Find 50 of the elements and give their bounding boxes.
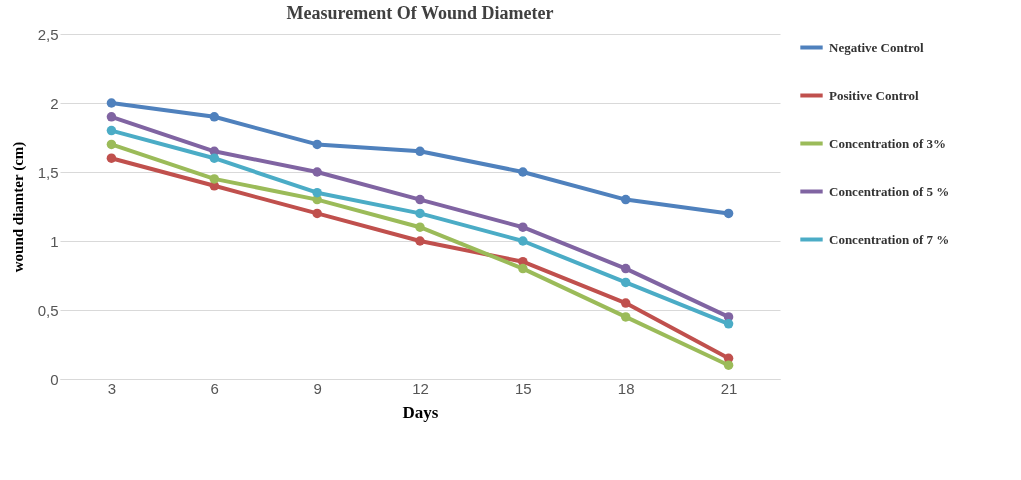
point — [415, 208, 425, 219]
point — [106, 153, 117, 163]
point — [415, 146, 425, 157]
point — [209, 174, 220, 184]
point — [415, 222, 425, 232]
point — [723, 319, 734, 329]
legend-label: Concentration of 5 % — [829, 183, 950, 199]
point — [106, 112, 117, 122]
x-tick-label: 18 — [617, 379, 635, 397]
y-tick-label: 1,5 — [37, 163, 59, 181]
point — [209, 112, 220, 122]
y-tick-label: 2,5 — [37, 25, 59, 43]
point — [518, 236, 528, 246]
point — [415, 236, 425, 246]
point — [518, 263, 528, 274]
x-tick-label: 3 — [107, 379, 117, 397]
y-tick-label: 2 — [50, 94, 59, 112]
point — [620, 263, 631, 274]
point — [620, 298, 631, 308]
y-tick-label: 1 — [50, 232, 59, 250]
legend-label: Concentration of 7 % — [829, 231, 950, 247]
point — [518, 167, 528, 177]
x-tick-label: 9 — [313, 379, 322, 397]
x-axis-title: Days — [402, 402, 439, 422]
point — [209, 153, 220, 163]
chart-title: Measurement Of Wound Diameter — [286, 3, 554, 23]
point — [620, 277, 631, 288]
point — [106, 98, 117, 108]
y-tick-label: 0 — [50, 370, 59, 388]
point — [312, 208, 322, 219]
point — [312, 139, 322, 150]
legend-label: Positive Control — [829, 87, 920, 103]
point — [723, 360, 734, 370]
point — [620, 194, 631, 205]
point — [518, 222, 528, 232]
point — [723, 208, 734, 219]
legend-label: Concentration of 3% — [829, 135, 946, 151]
point — [312, 187, 322, 198]
x-tick-label: 15 — [515, 379, 532, 397]
y-tick-label: 0,5 — [37, 301, 59, 319]
point — [312, 167, 322, 177]
x-tick-label: 12 — [412, 379, 429, 397]
point — [415, 194, 425, 205]
legend-label: Negative Control — [829, 39, 925, 55]
point — [106, 125, 117, 136]
x-tick-label: 6 — [210, 379, 219, 397]
point — [620, 312, 631, 322]
point — [106, 139, 117, 150]
x-tick-label: 21 — [720, 379, 738, 397]
y-axis-title: wound diamter (cm) — [9, 141, 27, 273]
